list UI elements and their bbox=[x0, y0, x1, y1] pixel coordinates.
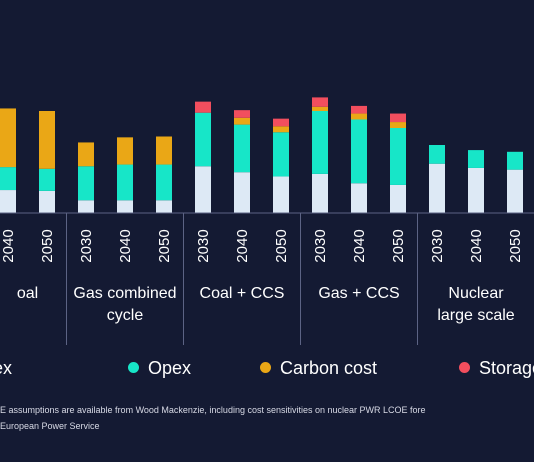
bar-carbon-cost-10 bbox=[390, 122, 406, 128]
bar-carbon-cost-1 bbox=[39, 111, 55, 169]
bar-carbon-cost-2 bbox=[78, 142, 94, 167]
bar-capex-11 bbox=[429, 163, 445, 213]
x-tick-label-10: 2050 bbox=[390, 229, 407, 262]
group-label-2: Coal + CCS bbox=[200, 285, 285, 302]
bar-opex-9 bbox=[351, 119, 367, 184]
bar-carbon-cost-9 bbox=[351, 113, 367, 120]
bar-opex-7 bbox=[273, 132, 289, 177]
bar-capex-7 bbox=[273, 176, 289, 213]
x-tick-label-13: 2050 bbox=[507, 229, 524, 262]
bar-capex-10 bbox=[390, 184, 406, 213]
bar-storage-10 bbox=[390, 113, 406, 123]
bar-storage-7 bbox=[273, 118, 289, 127]
bar-capex-8 bbox=[312, 173, 328, 213]
legend-label-carbon-cost: Carbon cost bbox=[280, 358, 378, 378]
bar-opex-12 bbox=[468, 150, 484, 168]
bar-capex-3 bbox=[117, 200, 133, 213]
bar-capex-9 bbox=[351, 183, 367, 213]
legend-item-storage: Storage bbox=[459, 358, 534, 379]
bar-carbon-cost-3 bbox=[117, 137, 133, 165]
footnote-assumptions: E assumptions are available from Wood Ma… bbox=[0, 405, 426, 415]
legend-label-capex: Capex bbox=[0, 358, 13, 378]
bar-opex-0 bbox=[0, 167, 16, 191]
x-tick-label-6: 2040 bbox=[234, 229, 251, 262]
legend-dot-storage bbox=[459, 362, 470, 373]
bar-storage-9 bbox=[351, 105, 367, 114]
x-tick-label-11: 2030 bbox=[429, 229, 446, 262]
x-tick-label-7: 2050 bbox=[273, 229, 290, 262]
group-label-3: Gas + CCS bbox=[318, 285, 399, 302]
legend-item-carbon-cost: Carbon cost bbox=[260, 358, 377, 379]
bar-storage-5 bbox=[195, 101, 211, 113]
bar-carbon-cost-7 bbox=[273, 126, 289, 133]
group-label-1: Gas combined cycle bbox=[73, 285, 176, 324]
x-tick-label-3: 2040 bbox=[117, 229, 134, 262]
bar-capex-12 bbox=[468, 167, 484, 213]
bar-carbon-cost-8 bbox=[312, 106, 328, 111]
bar-capex-5 bbox=[195, 166, 211, 213]
bar-capex-2 bbox=[78, 200, 94, 213]
x-tick-label-1: 2050 bbox=[39, 229, 56, 262]
bar-opex-2 bbox=[78, 166, 94, 201]
bar-storage-8 bbox=[312, 97, 328, 107]
legend-dot-opex bbox=[128, 362, 139, 373]
bar-storage-6 bbox=[234, 110, 250, 118]
bar-opex-4 bbox=[156, 164, 172, 201]
x-tick-label-0: 2040 bbox=[0, 229, 17, 262]
x-tick-label-9: 2040 bbox=[351, 229, 368, 262]
group-label-0: oal bbox=[17, 285, 38, 302]
bar-carbon-cost-6 bbox=[234, 117, 250, 125]
legend-label-opex: Opex bbox=[148, 358, 192, 378]
bar-capex-4 bbox=[156, 200, 172, 213]
bar-opex-3 bbox=[117, 164, 133, 201]
bar-opex-5 bbox=[195, 112, 211, 167]
x-tick-label-5: 2030 bbox=[195, 229, 212, 262]
x-tick-label-12: 2040 bbox=[468, 229, 485, 262]
bar-opex-6 bbox=[234, 124, 250, 173]
x-tick-label-8: 2030 bbox=[312, 229, 329, 262]
legend-item-opex: Opex bbox=[128, 358, 191, 379]
bar-capex-0 bbox=[0, 190, 16, 213]
bar-opex-13 bbox=[507, 151, 523, 170]
bar-capex-13 bbox=[507, 169, 523, 213]
bar-opex-11 bbox=[429, 145, 445, 164]
bar-capex-1 bbox=[39, 190, 55, 213]
x-tick-label-4: 2050 bbox=[156, 229, 173, 262]
bar-opex-10 bbox=[390, 128, 406, 185]
legend-item-capex: Capex bbox=[0, 358, 12, 379]
bar-carbon-cost-0 bbox=[0, 108, 16, 168]
bar-capex-6 bbox=[234, 172, 250, 213]
group-label-4: Nuclear large scale bbox=[437, 285, 514, 324]
bar-opex-1 bbox=[39, 168, 55, 191]
bar-opex-8 bbox=[312, 111, 328, 174]
footnote-source: European Power Service bbox=[0, 421, 100, 431]
legend-dot-carbon-cost bbox=[260, 362, 271, 373]
x-tick-label-2: 2030 bbox=[78, 229, 95, 262]
bar-carbon-cost-4 bbox=[156, 136, 172, 165]
legend-label-storage: Storage bbox=[479, 358, 534, 378]
